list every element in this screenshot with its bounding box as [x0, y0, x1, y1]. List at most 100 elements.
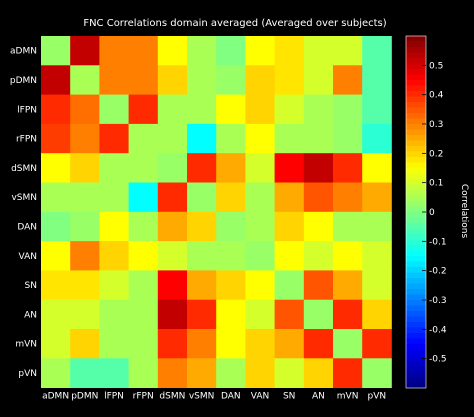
row-label-dSMN: dSMN [11, 164, 37, 174]
heatmap-cell-rFPN-rFPN [128, 123, 159, 154]
heatmap-cell-aDMN-pDMN [70, 36, 100, 66]
heatmap-cell-pVN-rFPN [128, 358, 159, 388]
colorbar-tick-label: 0.5 [429, 61, 443, 71]
heatmap-cell-VAN-dSMN [157, 241, 188, 271]
heatmap-cell-DAN-dSMN [157, 211, 188, 242]
heatmap-cell-vSMN-dSMN [157, 182, 188, 213]
colorbar-swatch [406, 360, 426, 367]
heatmap-cell-AN-AN [303, 299, 334, 330]
colorbar-swatch [406, 371, 426, 378]
heatmap-cell-DAN-pVN [362, 211, 392, 242]
heatmap-cell-VAN-pDMN [70, 241, 100, 271]
row-label-VAN: VAN [19, 252, 37, 262]
colorbar-swatch [406, 41, 426, 48]
colorbar-swatch [406, 228, 426, 235]
column-label-dSMN: dSMN [159, 392, 185, 402]
heatmap-cell-DAN-AN [303, 211, 334, 242]
colorbar-swatch [406, 349, 426, 356]
colorbar-swatch [406, 278, 426, 284]
heatmap-cell-mVN-mVN [333, 329, 363, 359]
heatmap-cell-mVN-DAN [216, 329, 246, 359]
heatmap-cell-mVN-lFPN [99, 329, 129, 359]
heatmap-cell-AN-DAN [216, 299, 246, 330]
heatmap-cell-SN-dSMN [157, 270, 188, 301]
colorbar-swatch [406, 234, 426, 240]
row-label-vSMN: vSMN [11, 193, 37, 203]
heatmap-cell-lFPN-vSMN [187, 94, 217, 125]
colorbar-swatch [406, 80, 426, 86]
heatmap-cell-lFPN-pVN [362, 94, 392, 125]
heatmap-cell-AN-dSMN [157, 299, 188, 330]
colorbar-swatch [406, 338, 426, 345]
colorbar-swatch [406, 382, 426, 389]
heatmap-cell-vSMN-lFPN [99, 182, 129, 213]
heatmap-cell-dSMN-vSMN [187, 153, 217, 183]
heatmap-cell-mVN-pDMN [70, 329, 100, 359]
heatmap-cell-aDMN-AN [303, 36, 334, 66]
heatmap-cell-AN-VAN [245, 299, 275, 330]
colorbar-swatch [406, 217, 426, 224]
colorbar-swatch [406, 305, 426, 312]
row-labels: aDMN pDMN lFPN rFPN dSMN vSMN DAN VAN SN AN mVN pVN [10, 47, 37, 379]
heatmap-cell-rFPN-pVN [362, 123, 392, 154]
chart-title: FNC Correlations domain averaged (Averag… [83, 18, 386, 29]
heatmap-cell-AN-pDMN [70, 299, 100, 330]
heatmap-cell-lFPN-SN [274, 94, 305, 125]
column-label-mVN: mVN [337, 392, 359, 402]
colorbar-swatch [406, 322, 426, 328]
heatmap-cell-AN-mVN [333, 299, 363, 330]
column-label-vSMN: vSMN [189, 392, 215, 402]
colorbar-tick-label: 0.1 [429, 179, 443, 189]
heatmap-cell-SN-SN [274, 270, 305, 301]
colorbar-label: Correlations [459, 184, 469, 239]
heatmap-cell-dSMN-aDMN [41, 153, 71, 183]
heatmap-cell-DAN-mVN [333, 211, 363, 242]
heatmap-cell-vSMN-VAN [245, 182, 275, 213]
colorbar-swatch [406, 377, 426, 383]
heatmap-cell-dSMN-DAN [216, 153, 246, 183]
heatmap-cell-dSMN-lFPN [99, 153, 129, 183]
heatmap-cell-pVN-DAN [216, 358, 246, 388]
heatmap-cell-VAN-mVN [333, 241, 363, 271]
colorbar-swatch [406, 327, 426, 334]
heatmap-cell-lFPN-AN [303, 94, 334, 125]
heatmap-cell-pDMN-mVN [333, 65, 363, 95]
heatmap-cell-pVN-pVN [362, 358, 392, 388]
colorbar-swatch [406, 261, 426, 268]
heatmap-cell-pDMN-pDMN [70, 65, 100, 95]
heatmap-cell-AN-aDMN [41, 299, 71, 330]
heatmap-cell-pVN-aDMN [41, 358, 71, 388]
heatmap-cell-pVN-pDMN [70, 358, 100, 388]
column-labels: aDMN pDMN lFPN rFPN dSMN vSMN DAN VAN SN AN mVN pVN [42, 392, 386, 402]
heatmap-cell-vSMN-rFPN [128, 182, 159, 213]
heatmap-cell-mVN-vSMN [187, 329, 217, 359]
heatmap-cell-AN-lFPN [99, 299, 129, 330]
heatmap-cell-DAN-lFPN [99, 211, 129, 242]
column-label-DAN: DAN [221, 392, 241, 402]
heatmap-cell-rFPN-pDMN [70, 123, 100, 154]
heatmap-cell-SN-mVN [333, 270, 363, 301]
colorbar-swatch [406, 184, 426, 191]
heatmap-cell-vSMN-pVN [362, 182, 392, 213]
heatmap-cell-DAN-SN [274, 211, 305, 242]
heatmap-cell-vSMN-aDMN [41, 182, 71, 213]
colorbar-swatch [406, 102, 426, 108]
heatmap-cell-pVN-vSMN [187, 358, 217, 388]
heatmap-cell-pVN-SN [274, 358, 305, 388]
colorbar-swatch [406, 173, 426, 180]
column-label-rFPN: rFPN [133, 392, 154, 402]
heatmap-cell-VAN-rFPN [128, 241, 159, 271]
heatmap-cell-pDMN-DAN [216, 65, 246, 95]
colorbar-swatch [406, 311, 426, 317]
row-label-DAN: DAN [17, 222, 37, 232]
colorbar-tick-label: -0.5 [429, 355, 447, 365]
heatmap-cell-rFPN-SN [274, 123, 305, 154]
colorbar-swatch [406, 129, 426, 136]
colorbar-tick-label: 0.4 [429, 91, 444, 101]
heatmap-cell-mVN-aDMN [41, 329, 71, 359]
colorbar-swatch [406, 107, 426, 114]
column-label-aDMN: aDMN [42, 392, 69, 402]
heatmap-cell-DAN-rFPN [128, 211, 159, 242]
heatmap-cell-rFPN-AN [303, 123, 334, 154]
